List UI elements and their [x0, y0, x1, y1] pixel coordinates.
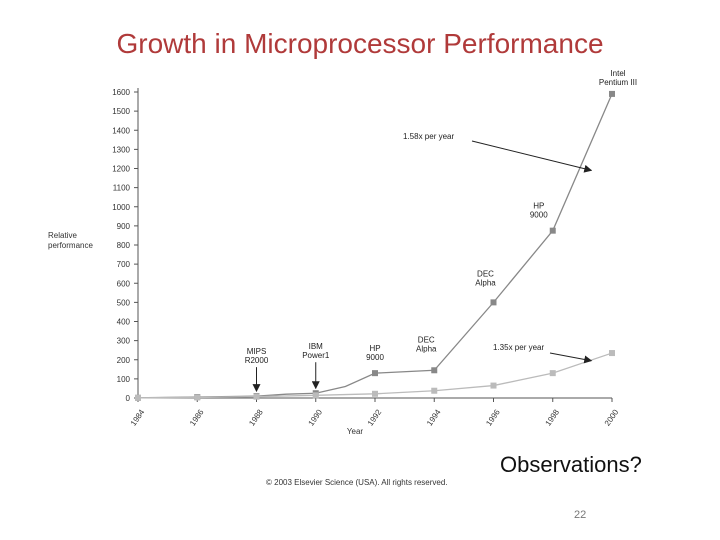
annotation-line: Power1 [302, 351, 330, 360]
annotation-rate-158: 1.58x per year [403, 132, 454, 141]
annotation-line: Alpha [416, 344, 437, 353]
annotation-line: IBM [309, 342, 324, 351]
y-tick-label: 1600 [112, 88, 130, 97]
annotation-line: 1.58x per year [403, 132, 454, 141]
data-point [431, 387, 438, 394]
data-point [490, 382, 497, 389]
slide-title: Growth in Microprocessor Performance [116, 28, 604, 59]
y-tick-label: 0 [126, 394, 131, 403]
y-tick-label: 1100 [113, 184, 131, 193]
data-point [609, 90, 615, 97]
annotation-line: HP [533, 202, 544, 211]
y-tick-label: 900 [117, 222, 131, 231]
data-point [194, 394, 201, 401]
annotation-line: Pentium III [599, 78, 637, 87]
data-point [549, 370, 556, 377]
x-tick-label: 1992 [366, 407, 384, 427]
annotation-line: R2000 [245, 356, 269, 365]
x-tick-label: 1998 [544, 407, 562, 427]
performance-chart: 0 100 200 300 400 500 600 700 800 900 1000 1100 1200… [48, 69, 637, 436]
x-tick-label: 1996 [484, 407, 502, 427]
annotation-line: 9000 [530, 211, 548, 220]
chart-series [135, 90, 615, 401]
x-tick-label: 1994 [425, 407, 443, 427]
annotation-line: DEC [477, 269, 494, 278]
copyright-text: © 2003 Elsevier Science (USA). All right… [266, 478, 448, 487]
y-axis-label: Relative performance [48, 231, 93, 250]
y-tick-label: 1400 [112, 126, 130, 135]
annotation-dec-low: DEC Alpha [416, 335, 437, 353]
page-number: 22 [574, 509, 587, 521]
y-tick-label: 1300 [112, 145, 130, 154]
y-tick-label: 200 [117, 356, 131, 365]
data-point [431, 367, 438, 374]
y-tick-label: 1200 [112, 165, 130, 174]
annotation-ibm: IBM Power1 [302, 342, 330, 360]
annotation-line: HP [369, 344, 380, 353]
annotation-pentium: Intel Pentium III [599, 69, 637, 87]
x-tick-label: 1984 [129, 407, 147, 427]
x-tick-label: 1986 [188, 407, 206, 427]
annotation-arrow [471, 140, 593, 173]
annotation-line: DEC [418, 335, 435, 344]
annotation-line: MIPS [247, 347, 267, 356]
y-tick-label: 500 [117, 298, 131, 307]
annotation-rate-135: 1.35x per year [493, 343, 544, 352]
y-tick-label: 100 [117, 375, 131, 384]
data-point [312, 392, 319, 399]
annotation-line: Alpha [475, 278, 496, 287]
y-tick-label: 1000 [112, 203, 130, 212]
y-tick-label: 800 [117, 241, 131, 250]
x-tick-label: 1988 [247, 407, 265, 427]
y-axis-label-line: performance [48, 241, 93, 250]
y-axis-label-line: Relative [48, 231, 77, 240]
annotation-hp9000-high: HP 9000 [530, 202, 548, 220]
y-tick-label: 1500 [112, 107, 130, 116]
annotation-line: Intel [610, 69, 625, 78]
x-tick-label: 1990 [307, 407, 325, 427]
y-tick-label: 300 [117, 337, 131, 346]
y-tick-label: 600 [117, 279, 131, 288]
x-axis-label: Year [347, 427, 364, 436]
data-point [372, 390, 378, 397]
data-point [490, 299, 497, 306]
annotation-mips: MIPS R2000 [245, 347, 269, 365]
observations-text: Observations? [500, 452, 642, 477]
data-point [609, 350, 615, 357]
x-tick-label: 2000 [603, 407, 621, 427]
annotation-arrow [549, 352, 593, 364]
data-point [372, 370, 378, 377]
data-point [549, 227, 556, 234]
data-point [253, 393, 260, 400]
annotation-line: 1.35x per year [493, 343, 544, 352]
y-tick-label: 400 [117, 318, 131, 327]
annotation-hp9000-low: HP 9000 [366, 344, 384, 362]
annotation-dec-high: DEC Alpha [475, 269, 496, 287]
data-point [135, 394, 141, 401]
annotation-line: 9000 [366, 353, 384, 362]
y-tick-label: 700 [117, 260, 131, 269]
chart-axes: 0 100 200 300 400 500 600 700 800 900 1000 1100 1200… [48, 88, 621, 436]
